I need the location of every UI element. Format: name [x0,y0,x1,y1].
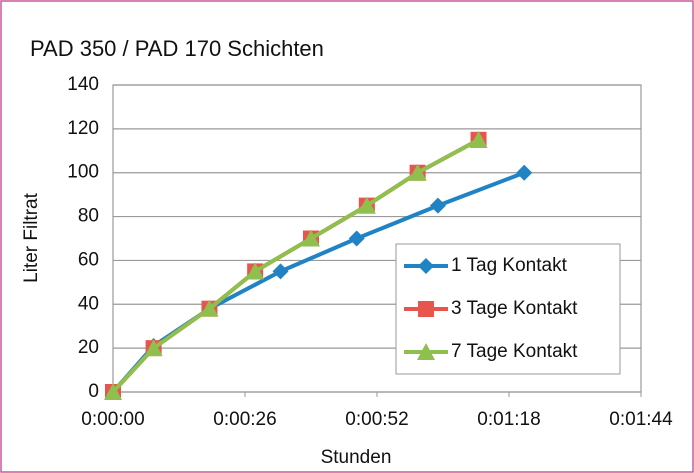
data-point [429,197,446,214]
y-tick-label: 140 [67,74,99,95]
y-tick-label: 120 [67,118,99,139]
data-point [357,196,376,214]
y-tick-label: 40 [78,293,99,314]
y-tick-label: 0 [88,381,99,402]
y-tick-label: 80 [78,206,99,227]
y-tick-label: 100 [67,162,99,183]
plot-border [112,84,642,393]
data-point [144,339,163,357]
data-point [246,262,265,280]
legend-marker [417,343,435,360]
data-point [348,230,365,247]
legend-label: 3 Tage Kontakt [451,298,578,319]
y-tick-label: 60 [78,249,99,270]
x-tick-label: 0:00:00 [81,409,144,430]
x-tick-label: 0:00:26 [213,409,276,430]
y-axis-label: Liter Filtrat [21,192,42,282]
legend-marker [418,301,434,317]
series-line [111,138,480,394]
data-point [272,263,289,280]
data-point [516,164,533,181]
legend-label: 1 Tag Kontakt [451,255,568,276]
data-point [104,383,122,400]
data-point [408,163,427,181]
data-point [200,299,219,317]
legend-marker [418,258,434,274]
chart-title: PAD 350 / PAD 170 Schichten [30,36,324,61]
y-tick-label: 20 [78,337,99,358]
x-tick-label: 0:01:44 [609,409,673,430]
x-tick-label: 0:00:52 [345,409,408,430]
data-point [469,130,488,148]
legend-label: 7 Tage Kontakt [451,341,578,362]
x-axis-label: Stunden [321,447,392,468]
x-tick-label: 0:01:18 [477,409,540,430]
data-point [302,229,320,247]
